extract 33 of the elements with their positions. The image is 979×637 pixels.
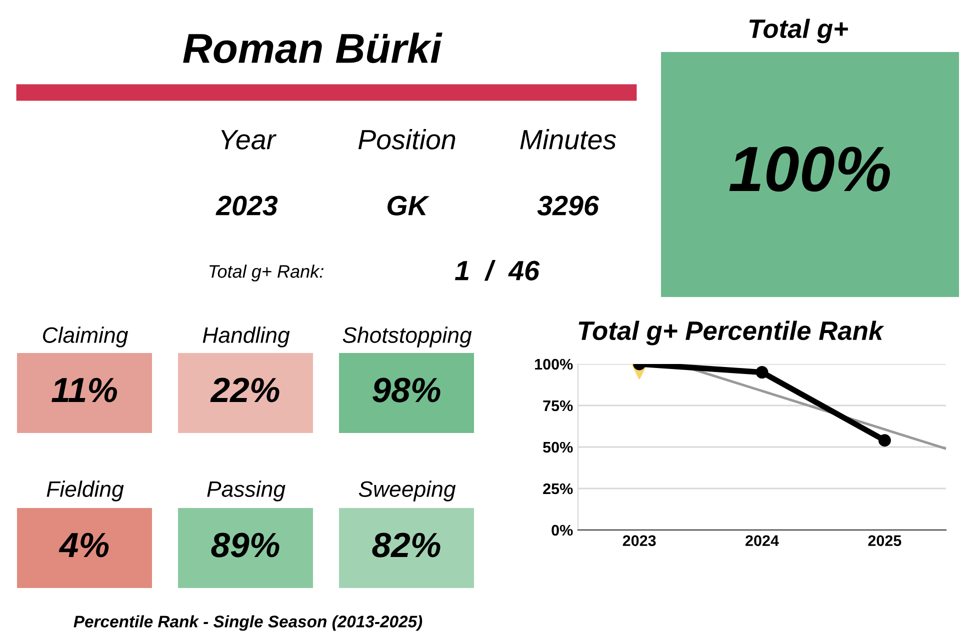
text: 82%	[372, 532, 440, 558]
text: 89%	[211, 532, 280, 558]
text: Roman Bürki	[183, 32, 442, 64]
category-label: Passing	[207, 480, 286, 502]
text: 98%	[372, 378, 440, 402]
category-label: Claiming	[43, 326, 128, 348]
text: 22%	[210, 378, 280, 402]
category-label: Minutes	[520, 129, 616, 150]
text: 3296	[537, 196, 600, 216]
text: Total g+ Rank:	[209, 264, 324, 282]
y-tick-label: 75%	[543, 400, 573, 412]
text: 4%	[58, 532, 109, 558]
text: 11%	[52, 378, 118, 402]
text: 2023	[216, 196, 278, 216]
y-tick-label: 0%	[552, 524, 573, 536]
category-label: Shotstopping	[342, 326, 472, 348]
y-tick-label: 50%	[543, 442, 573, 453]
category-label: Position	[358, 129, 456, 150]
category-label: Sweeping	[358, 480, 456, 502]
text: 1 / 46	[454, 260, 540, 281]
category-label: Year	[221, 130, 277, 150]
chart-title: Total g+ Percentile Rank	[578, 320, 884, 346]
y-tick-label: 100%	[535, 358, 573, 370]
text: GK	[388, 196, 430, 216]
x-tick-label: 2025	[868, 535, 902, 546]
y-tick-label: 25%	[543, 483, 573, 494]
text: 100%	[729, 146, 890, 192]
x-tick-label: 2024	[746, 535, 779, 546]
text: Percentile Rank - Single Season (2013-2025)	[74, 615, 422, 631]
text: Total g+	[749, 18, 848, 44]
category-label: Handling	[202, 326, 290, 348]
category-label: Fielding	[46, 480, 124, 502]
x-tick-label: 2023	[622, 535, 656, 546]
